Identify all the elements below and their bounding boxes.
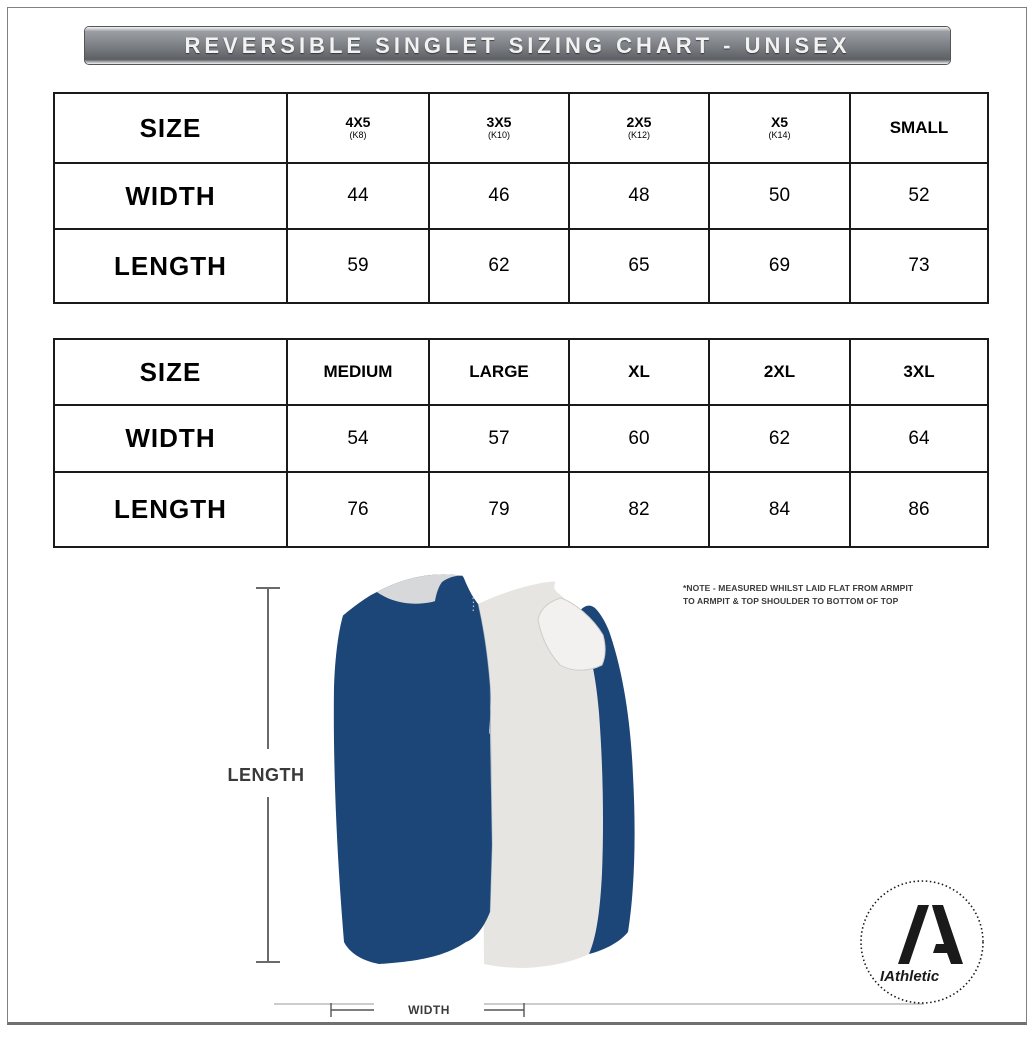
svg-text:IAthletic: IAthletic [880, 968, 940, 985]
